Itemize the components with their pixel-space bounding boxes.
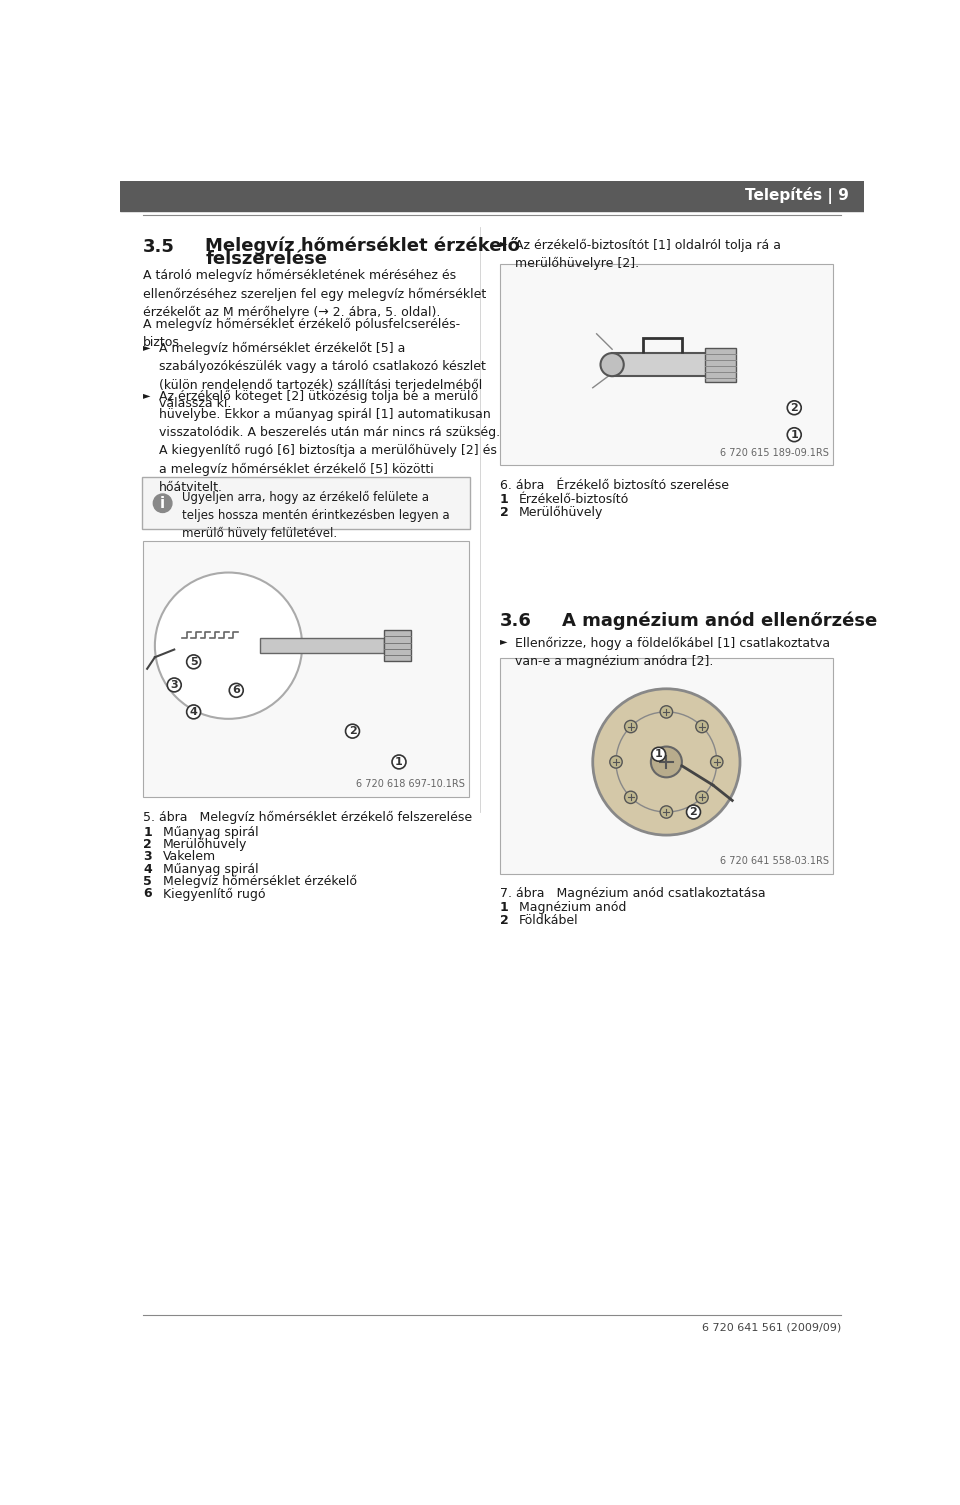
Text: Melegvíz hőmérséklet érzékelő: Melegvíz hőmérséklet érzékelő (205, 236, 520, 254)
Text: 7. ábra   Magnézium anód csatlakoztatása: 7. ábra Magnézium anód csatlakoztatása (500, 888, 765, 900)
Circle shape (186, 655, 201, 668)
Text: 2: 2 (500, 506, 509, 519)
Circle shape (660, 805, 673, 819)
Circle shape (346, 724, 359, 737)
Text: Az érzékelő köteget [2] ütközésig tolja be a merülő
hüvelybe. Ekkor a műanyag sp: Az érzékelő köteget [2] ütközésig tolja … (158, 390, 500, 494)
Text: Vakelem: Vakelem (162, 850, 216, 864)
Text: 1: 1 (790, 430, 798, 439)
Circle shape (610, 756, 622, 768)
Text: 1: 1 (143, 826, 152, 838)
Text: 6: 6 (232, 685, 240, 695)
Text: 3.5: 3.5 (143, 238, 175, 256)
Text: Műanyag spirál: Műanyag spirál (162, 862, 258, 876)
Text: 3: 3 (143, 850, 152, 864)
Text: i: i (160, 495, 165, 510)
Text: felszerelése: felszerelése (205, 250, 327, 268)
Text: Földkábel: Földkábel (519, 914, 579, 927)
Text: 6 720 641 558-03.1RS: 6 720 641 558-03.1RS (720, 856, 829, 865)
Circle shape (392, 756, 406, 769)
Circle shape (229, 683, 243, 697)
Text: A magnézium anód ellenőrzése: A magnézium anód ellenőrzése (562, 613, 877, 631)
Circle shape (625, 792, 636, 804)
Text: 6 720 641 561 (2009/09): 6 720 641 561 (2009/09) (702, 1321, 841, 1332)
Text: ►: ► (143, 342, 151, 352)
Circle shape (651, 746, 682, 778)
Text: ►: ► (500, 238, 507, 248)
Circle shape (787, 427, 802, 441)
Text: 2: 2 (689, 807, 697, 817)
Circle shape (601, 354, 624, 376)
Text: 6. ábra   Érzékelő biztosító szerelése: 6. ábra Érzékelő biztosító szerelése (500, 480, 729, 492)
Text: Műanyag spirál: Műanyag spirál (162, 826, 258, 838)
Text: A melegvíz hőmérséklet érzékelő pólusfelcserélés-
biztos.: A melegvíz hőmérséklet érzékelő pólusfel… (143, 318, 461, 349)
Text: 5: 5 (143, 874, 152, 888)
Text: 2: 2 (500, 914, 509, 927)
Text: 1: 1 (500, 901, 509, 915)
Circle shape (686, 805, 701, 819)
Circle shape (155, 572, 302, 719)
Text: 1: 1 (500, 494, 509, 506)
Circle shape (787, 400, 802, 415)
Text: 2: 2 (790, 403, 798, 412)
Circle shape (696, 721, 708, 733)
Circle shape (652, 748, 665, 762)
Text: ►: ► (500, 637, 507, 647)
Text: Kiegyenlítő rugó: Kiegyenlítő rugó (162, 888, 265, 900)
Circle shape (167, 679, 181, 692)
Text: Telepítés | 9: Telepítés | 9 (745, 188, 849, 205)
Text: 2: 2 (143, 838, 152, 852)
Text: A melegvíz hőmérséklet érzékelőt [5] a
szabályozókészülék vagy a tároló csatlako: A melegvíz hőmérséklet érzékelőt [5] a s… (158, 342, 486, 409)
Circle shape (154, 494, 172, 513)
Text: 3: 3 (171, 680, 178, 689)
Text: Ellenőrizze, hogy a földelőkábel [1] csatlakoztatva
van-e a magnézium anódra [2]: Ellenőrizze, hogy a földelőkábel [1] csa… (516, 637, 830, 668)
Text: 2: 2 (348, 725, 356, 736)
FancyBboxPatch shape (142, 477, 470, 528)
Text: Merülőhüvely: Merülőhüvely (519, 506, 604, 519)
Bar (259, 638, 383, 653)
Text: 6: 6 (143, 888, 152, 900)
Text: 1: 1 (655, 749, 662, 759)
Text: A tároló melegvíz hőmérsékletének méréséhez és
ellenőrzéséhez szereljen fel egy : A tároló melegvíz hőmérsékletének mérésé… (143, 269, 487, 319)
Circle shape (696, 792, 708, 804)
Bar (706, 348, 736, 382)
Circle shape (592, 689, 740, 835)
Bar (120, 181, 864, 211)
Circle shape (625, 721, 636, 733)
Text: 5: 5 (190, 656, 198, 667)
Text: Melegvíz hőmérséklet érzékelő: Melegvíz hőmérséklet érzékelő (162, 874, 356, 888)
Text: Érzékelő-biztosító: Érzékelő-biztosító (519, 494, 630, 506)
Text: Merülőhüvely: Merülőhüvely (162, 838, 247, 852)
Text: Magnézium anód: Magnézium anód (519, 901, 627, 915)
Text: 4: 4 (143, 862, 152, 876)
Bar (500, 263, 833, 465)
Text: 5. ábra   Melegvíz hőmérséklet érzékelő felszerelése: 5. ábra Melegvíz hőmérséklet érzékelő fe… (143, 811, 472, 823)
Circle shape (710, 756, 723, 768)
Bar (612, 354, 721, 376)
Bar (383, 631, 411, 661)
Text: 6 720 615 189-09.1RS: 6 720 615 189-09.1RS (720, 448, 829, 458)
Circle shape (186, 704, 201, 719)
Bar (143, 540, 468, 796)
Text: 4: 4 (190, 707, 198, 716)
Text: Az érzékelő-biztosítót [1] oldalról tolja rá a
merülőhüvelyre [2].: Az érzékelő-biztosítót [1] oldalról tolj… (516, 238, 781, 269)
Text: 6 720 618 697-10.1RS: 6 720 618 697-10.1RS (356, 780, 465, 789)
Bar (500, 658, 833, 873)
Text: ►: ► (143, 390, 151, 400)
Text: 3.6: 3.6 (500, 613, 532, 629)
Text: Ügyeljen arra, hogy az érzékelő felülete a
teljes hossza mentén érintkezésben le: Ügyeljen arra, hogy az érzékelő felülete… (182, 491, 449, 540)
Text: 1: 1 (396, 757, 403, 768)
Circle shape (660, 706, 673, 718)
